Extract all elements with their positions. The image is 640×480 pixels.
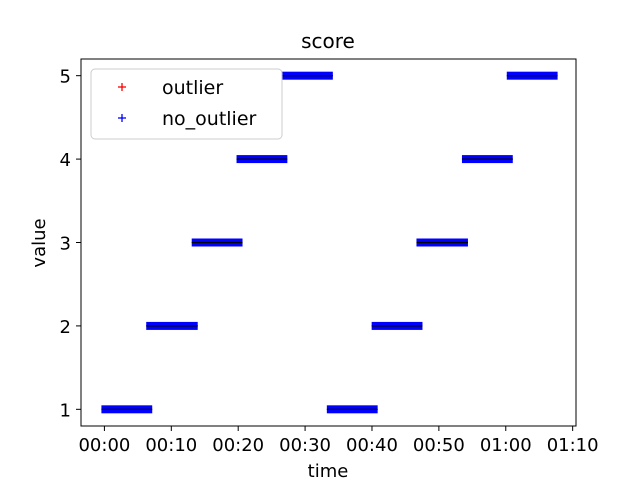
data-segment bbox=[101, 405, 153, 414]
legend-marker bbox=[118, 114, 126, 122]
data-segment bbox=[416, 238, 468, 247]
x-tick-label: 00:30 bbox=[279, 435, 331, 456]
chart-title: score bbox=[301, 29, 355, 53]
data-segment bbox=[371, 321, 423, 330]
legend-entry-outlier: outlier bbox=[118, 77, 223, 99]
y-tick-label: 4 bbox=[60, 150, 71, 171]
y-tick-label: 1 bbox=[60, 400, 71, 421]
x-axis-label: time bbox=[308, 461, 349, 480]
x-axis: 00:00 00:10 00:20 00:30 00:40 00:50 01:00 01:10 bbox=[78, 426, 599, 456]
data-segment bbox=[191, 238, 243, 247]
data-segment bbox=[281, 71, 333, 80]
data-segment bbox=[236, 155, 288, 164]
y-tick-label: 3 bbox=[60, 234, 71, 255]
legend-marker bbox=[118, 83, 126, 91]
series-no_outlier bbox=[101, 71, 558, 414]
x-tick-label: 00:20 bbox=[212, 435, 264, 456]
legend-box bbox=[90, 68, 283, 140]
legend-label: outlier bbox=[162, 77, 223, 99]
plot-area bbox=[80, 58, 577, 427]
x-tick-label: 00:40 bbox=[346, 435, 398, 456]
x-tick-label: 00:00 bbox=[78, 435, 130, 456]
x-tick-label: 01:10 bbox=[547, 435, 599, 456]
y-axis-label: value bbox=[29, 218, 50, 267]
data-segment bbox=[326, 405, 378, 414]
legend: outlier no_outlier bbox=[90, 68, 283, 140]
legend-label: no_outlier bbox=[162, 108, 257, 130]
y-tick-label: 5 bbox=[60, 67, 71, 88]
x-tick-label: 01:00 bbox=[480, 435, 532, 456]
y-tick-label: 2 bbox=[60, 317, 71, 338]
y-axis: 1 2 3 4 5 bbox=[60, 67, 81, 421]
data-segment bbox=[461, 155, 513, 164]
legend-entry-no_outlier: no_outlier bbox=[118, 108, 257, 130]
x-tick-label: 00:10 bbox=[145, 435, 197, 456]
data-segment bbox=[146, 321, 198, 330]
data-segment bbox=[506, 71, 558, 80]
x-tick-label: 00:50 bbox=[413, 435, 465, 456]
